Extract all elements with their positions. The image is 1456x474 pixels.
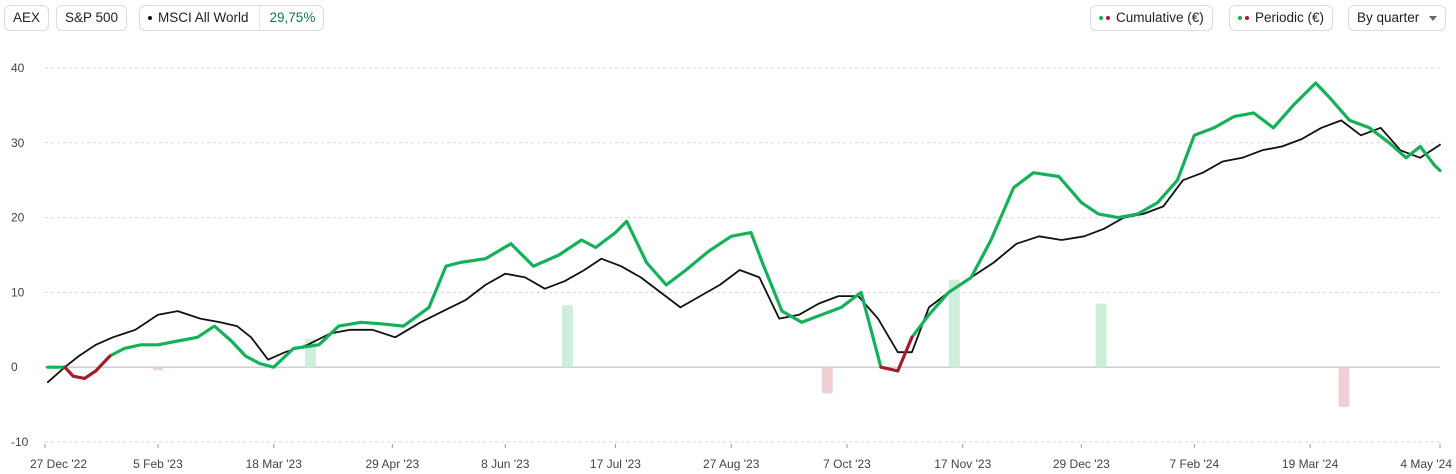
x-tick-label: 5 Feb '23 — [133, 457, 183, 471]
portfolio-negative-segment — [83, 369, 98, 380]
x-tick-label: 29 Apr '23 — [366, 457, 420, 471]
periodic-bar — [561, 305, 573, 368]
benchmark-aex-label: AEX — [13, 10, 41, 25]
period-select[interactable]: By quarter — [1348, 5, 1447, 31]
x-tick-label: 27 Dec '22 — [30, 457, 87, 471]
portfolio-line — [46, 81, 1442, 380]
periodic-bar — [1338, 367, 1350, 407]
portfolio-negative-segment — [94, 354, 112, 373]
green-red-dots-icon — [1099, 16, 1110, 20]
x-tick-label: 19 Mar '24 — [1282, 457, 1339, 471]
x-tick-label: 8 Jun '23 — [481, 457, 530, 471]
benchmark-sp500-chip[interactable]: S&P 500 — [56, 5, 128, 31]
x-tick-label: 29 Dec '23 — [1053, 457, 1110, 471]
periodic-bar — [1095, 303, 1107, 368]
y-tick-label: 30 — [11, 136, 25, 150]
x-tick-label: 7 Oct '23 — [823, 457, 871, 471]
chart-toolbar: AEX S&P 500 MSCI All World 29,75% Cumula… — [0, 0, 1456, 38]
benchmark-line — [46, 119, 1441, 384]
green-red-dots-icon — [1238, 16, 1249, 20]
benchmark-aex-chip[interactable]: AEX — [4, 5, 50, 31]
y-tick-label: 0 — [11, 360, 18, 374]
y-tick-label: 40 — [11, 61, 25, 75]
portfolio-negative-segment — [879, 365, 900, 373]
periodic-bar — [948, 279, 960, 368]
cumulative-toggle[interactable]: Cumulative (€) — [1090, 5, 1213, 31]
x-tick-label: 27 Aug '23 — [703, 457, 760, 471]
x-tick-label: 17 Jul '23 — [590, 457, 641, 471]
periodic-toggle[interactable]: Periodic (€) — [1229, 5, 1334, 31]
cumulative-toggle-label: Cumulative (€) — [1116, 10, 1204, 25]
benchmark-sp500-label: S&P 500 — [65, 10, 119, 25]
benchmark-msci-chip[interactable]: MSCI All World 29,75% — [139, 5, 325, 31]
x-tick-label: 17 Nov '23 — [934, 457, 991, 471]
periodic-toggle-label: Periodic (€) — [1255, 10, 1325, 25]
y-tick-label: 20 — [11, 211, 25, 225]
periodic-bar — [821, 367, 833, 394]
x-tick-label: 18 Mar '23 — [246, 457, 303, 471]
chevron-down-icon — [1429, 15, 1438, 21]
period-select-value: By quarter — [1357, 10, 1420, 25]
performance-chart: -10 0 10 20 30 40 27 Dec '22 5 Feb '23 18 Mar '2… — [11, 61, 1452, 471]
x-tick-label: 7 Feb '24 — [1169, 457, 1219, 471]
msci-dot-icon — [148, 16, 152, 20]
portfolio-negative-segment — [896, 335, 914, 373]
chip-divider — [258, 5, 260, 31]
portfolio-negative-segment — [63, 365, 75, 378]
periodic-bar — [152, 367, 163, 371]
benchmark-msci-label: MSCI All World — [158, 10, 249, 25]
x-tick-label: 4 May '24 — [1400, 457, 1452, 471]
y-tick-label: 10 — [11, 285, 25, 299]
portfolio-negative-segment — [71, 374, 87, 380]
y-tick-label: -10 — [11, 435, 29, 449]
benchmark-msci-return: 29,75% — [269, 10, 316, 25]
